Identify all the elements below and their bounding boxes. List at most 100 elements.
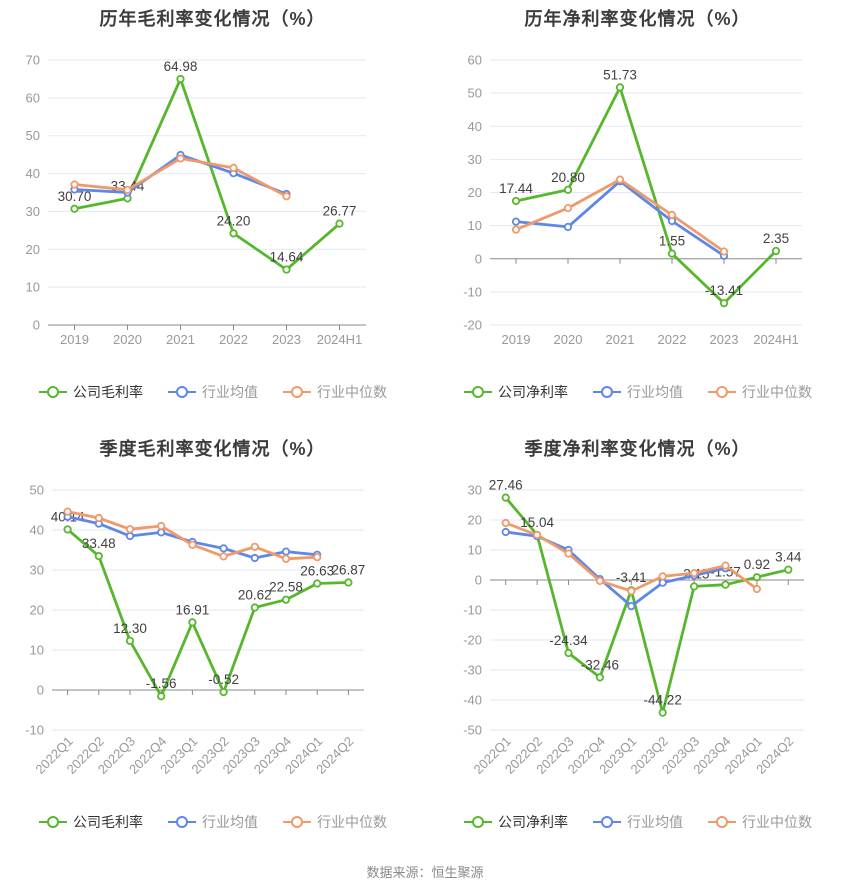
legend-item-行业中位数[interactable]: 行业中位数 (282, 812, 387, 832)
data-point[interactable] (125, 531, 135, 541)
legend-item-公司净利率[interactable]: 公司净利率 (463, 812, 568, 832)
data-label: 26.77 (323, 204, 357, 219)
data-point[interactable] (229, 163, 238, 172)
data-point[interactable] (667, 210, 677, 220)
data-point[interactable] (250, 603, 259, 612)
data-point[interactable] (219, 544, 228, 553)
legend-item-行业中位数[interactable]: 行业中位数 (707, 812, 812, 832)
quarterly-gross-margin-plot[interactable]: -10 0 10 20 30 40 50 2022Q12022Q22022Q32022Q420… (0, 430, 425, 848)
data-point[interactable] (563, 222, 573, 232)
data-point[interactable] (595, 673, 604, 682)
data-point[interactable] (658, 708, 667, 717)
x-axis (52, 689, 364, 695)
chart-panel-quarterly-net-margin: 季度净利率变化情况（%） -50 -40 -30 -20 -10 0 10 20 30 2022Q… (425, 430, 850, 848)
data-point[interactable] (281, 595, 291, 604)
data-point[interactable] (70, 204, 79, 213)
data-point[interactable] (125, 525, 135, 534)
legend-item-公司毛利率[interactable]: 公司毛利率 (38, 812, 143, 832)
y-tick-label: 0 (33, 318, 40, 333)
legend-item-行业均值[interactable]: 行业均值 (167, 812, 258, 832)
legend-item-公司毛利率[interactable]: 公司毛利率 (38, 382, 143, 402)
series-公司净利率 (511, 83, 781, 308)
data-point[interactable] (511, 196, 521, 206)
y-tick-label: -30 (463, 663, 482, 678)
data-point[interactable] (188, 618, 197, 627)
y-tick-label: 20 (26, 242, 40, 257)
data-point[interactable] (123, 185, 132, 194)
legend-item-行业均值[interactable]: 行业均值 (167, 382, 258, 402)
data-point[interactable] (627, 587, 636, 596)
y-tick-label: -50 (463, 723, 482, 738)
data-point[interactable] (595, 576, 604, 585)
data-point[interactable] (501, 493, 510, 502)
legend-item-公司净利率[interactable]: 公司净利率 (463, 382, 568, 402)
data-point[interactable] (721, 580, 730, 589)
data-point[interactable] (721, 561, 730, 570)
legend-item-行业中位数[interactable]: 行业中位数 (282, 382, 387, 402)
legend-item-行业均值[interactable]: 行业均值 (592, 812, 683, 832)
data-point[interactable] (94, 513, 103, 523)
data-point[interactable] (752, 573, 761, 582)
legend-item-行业中位数[interactable]: 行业中位数 (707, 382, 812, 402)
data-point[interactable] (313, 579, 322, 588)
data-point[interactable] (752, 584, 761, 594)
data-point[interactable] (563, 185, 573, 194)
data-point[interactable] (501, 527, 510, 537)
x-tick-label: 2020 (554, 332, 583, 347)
data-point[interactable] (188, 540, 197, 549)
data-point[interactable] (344, 578, 353, 587)
data-point[interactable] (335, 219, 344, 228)
data-point[interactable] (219, 552, 228, 561)
data-point[interactable] (219, 687, 228, 697)
data-point[interactable] (157, 528, 166, 537)
data-point[interactable] (615, 175, 625, 184)
data-point[interactable] (564, 648, 573, 658)
y-axis-labels: -50 -40 -30 -20 -10 0 10 20 30 (463, 483, 482, 738)
data-point[interactable] (667, 249, 677, 258)
data-point[interactable] (281, 554, 291, 563)
data-point[interactable] (658, 572, 667, 581)
x-axis-labels: 2019 2020 2021 2022 2023 2024H1 (502, 332, 799, 347)
y-tick-label: 20 (468, 513, 482, 528)
data-point[interactable] (689, 569, 699, 578)
data-point[interactable] (501, 518, 510, 528)
data-point[interactable] (615, 83, 625, 92)
data-point[interactable] (229, 229, 238, 238)
data-point[interactable] (157, 692, 166, 701)
data-point[interactable] (564, 549, 573, 558)
data-point[interactable] (627, 602, 636, 611)
x-tick-label: 2023 (272, 332, 301, 347)
data-point[interactable] (70, 180, 79, 189)
data-point[interactable] (157, 521, 166, 531)
data-point[interactable] (125, 636, 135, 645)
data-label: 3.44 (775, 550, 802, 565)
data-point[interactable] (533, 530, 542, 540)
data-point[interactable] (511, 225, 521, 234)
data-point[interactable] (250, 542, 259, 551)
data-point[interactable] (282, 192, 291, 201)
data-label: 20.80 (551, 170, 585, 185)
data-point[interactable] (63, 525, 72, 534)
data-point[interactable] (176, 154, 185, 163)
data-point[interactable] (563, 203, 573, 213)
legend-item-行业均值[interactable]: 行业均值 (592, 382, 683, 402)
data-point[interactable] (313, 553, 322, 562)
y-axis-labels: -20 -10 0 10 20 30 40 50 60 (463, 53, 482, 333)
data-point[interactable] (771, 246, 781, 256)
chart-legend: 公司毛利率 行业均值 行业中位数 (0, 810, 425, 834)
data-point[interactable] (719, 299, 729, 308)
quarterly-net-margin-plot[interactable]: -50 -40 -30 -20 -10 0 10 20 30 2022Q12022Q22022Q3… (425, 430, 850, 848)
data-point[interactable] (784, 565, 793, 574)
y-tick-label: 0 (475, 573, 482, 588)
annual-gross-margin-plot[interactable]: 0 10 20 30 40 50 60 70 2019 2020 2021 2022 2023 2024H… (0, 0, 425, 430)
data-point[interactable] (719, 247, 729, 256)
data-point[interactable] (63, 507, 72, 516)
data-point[interactable] (511, 217, 521, 226)
data-point[interactable] (250, 553, 259, 563)
data-point[interactable] (94, 551, 103, 561)
data-point[interactable] (176, 74, 185, 84)
data-point[interactable] (281, 547, 291, 556)
data-point[interactable] (689, 582, 699, 591)
data-point[interactable] (282, 265, 291, 274)
